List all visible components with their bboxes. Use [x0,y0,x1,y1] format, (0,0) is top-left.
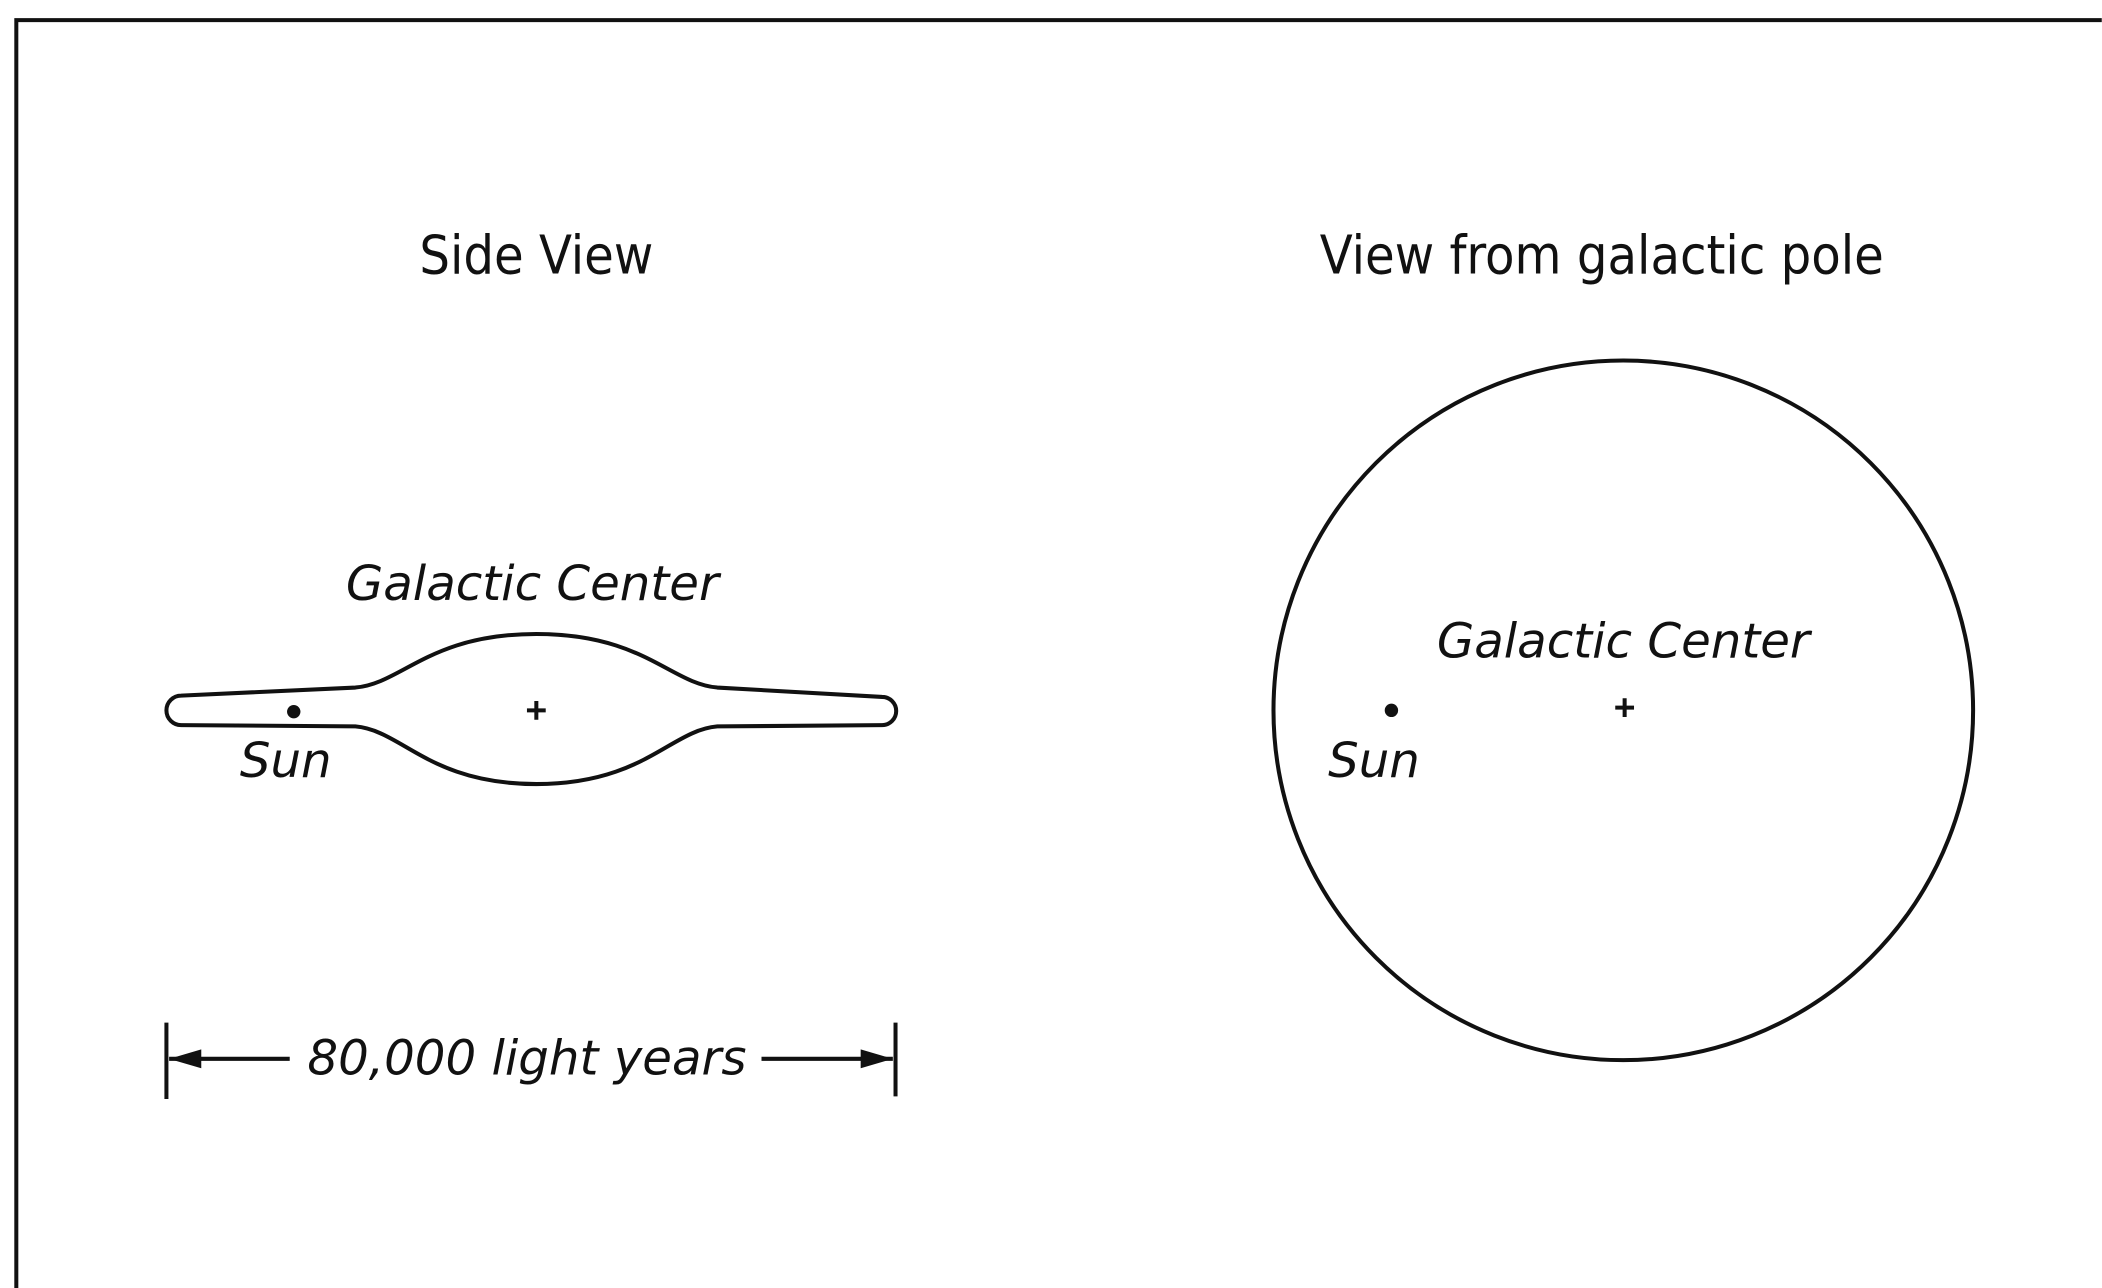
sun-dot [1384,703,1399,718]
frame [14,18,2102,1288]
center-cross [526,700,546,720]
center-cross [1615,698,1635,718]
pole-sun-label: Sun [1328,733,1420,789]
pole-center-label: Galactic Center [1437,614,1813,670]
galaxy-pole-outline [1271,358,1976,1063]
pole-view-title: View from galactic pole [1320,223,1884,286]
side-center-label: Galactic Center [346,556,722,612]
galaxy-side-outline [164,631,899,787]
side-view-title: Side View [419,223,653,286]
side-sun-label: Sun [240,733,332,789]
sun-dot [287,704,301,719]
scale-bar [164,1022,898,1100]
scale-label: 80,000 light years [307,1030,746,1086]
